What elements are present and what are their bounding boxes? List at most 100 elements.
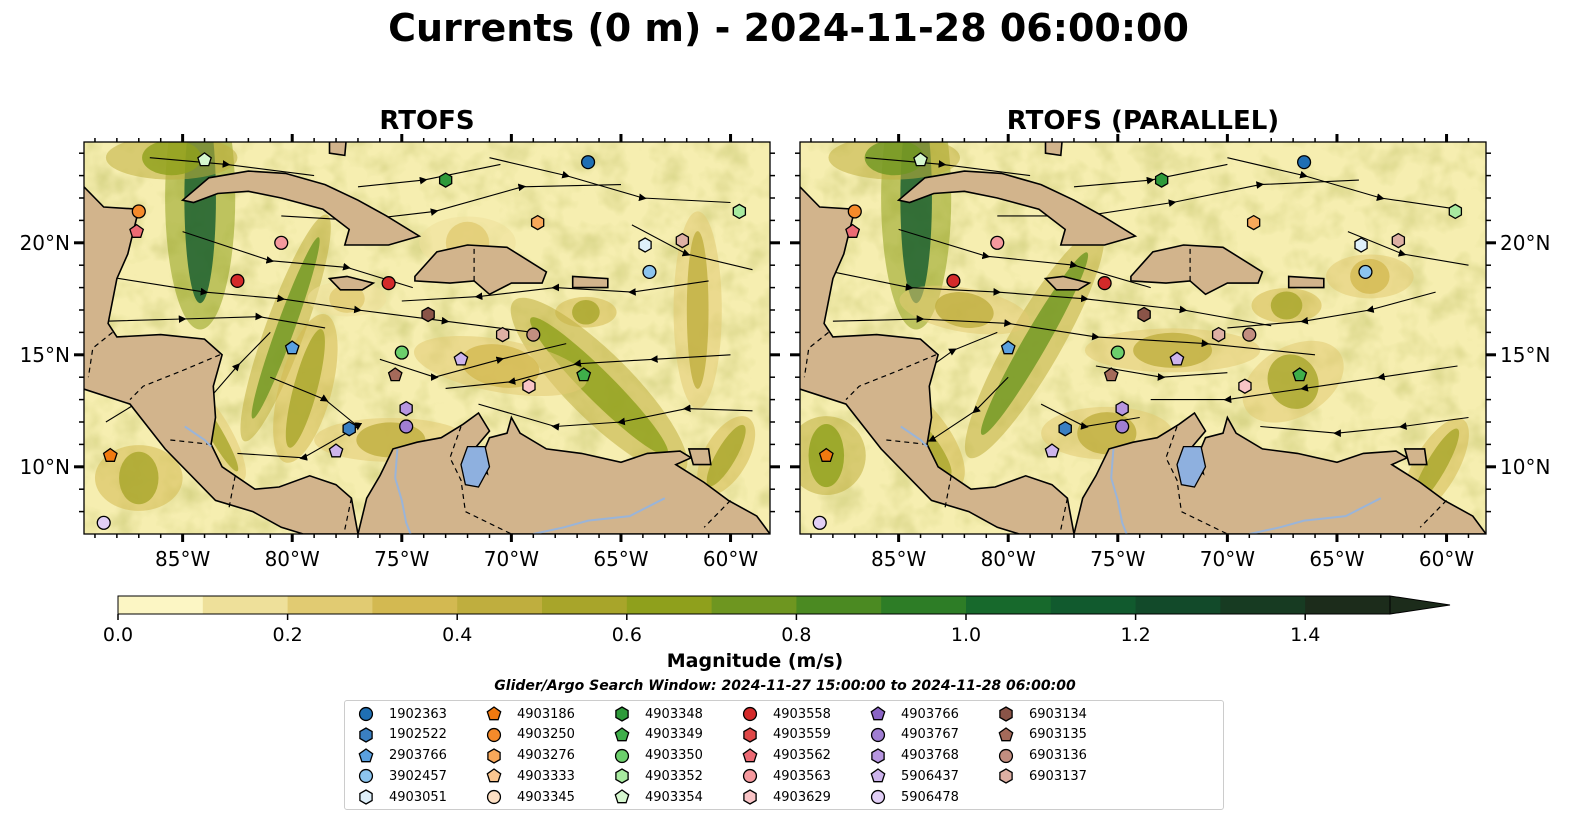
streamline [237,376,363,461]
legend-label: 4903350 [645,748,703,764]
lon-tick-label: 80°W [981,547,1036,571]
map-panel-rtofs[interactable]: 85°W 80°W 75°W 70°W 65°W 60°W 20°N 15°N 10°N [20,66,780,571]
land-puertorico [571,275,609,289]
streamline [105,312,326,329]
legend-swatch [486,790,502,805]
country-border [228,475,236,510]
float-marker-1902522 [1058,420,1072,437]
legend-swatch [614,789,630,804]
current-core [686,231,709,389]
colorbar-segment [202,596,289,614]
legend-label: 3902457 [389,768,447,784]
colorbar-frame [117,595,1390,615]
legend-item: 6903137 [997,766,1087,786]
legend-swatch [743,727,757,743]
legend-item: 4903349 [613,725,703,745]
colorbar-segment [1220,596,1306,614]
lat-tick-label: 10°N [20,455,70,479]
pentagon-marker-icon [358,747,374,762]
float-marker-5906437 [1044,443,1060,458]
legend-swatch [487,747,501,764]
land-jamaica [327,275,376,291]
streamline [1073,163,1228,188]
circle-marker-icon [998,748,1014,763]
current-core [119,451,159,505]
colorbar-tick-label: 0.8 [781,624,812,646]
float-marker-4903629 [522,378,536,394]
lake-maracaibo [1176,445,1207,488]
legend-item: 4903348 [613,704,703,724]
colorbar-tick-label: 0.0 [102,624,134,646]
legend-swatch [614,726,630,742]
streamline [821,269,1272,327]
circle-marker-icon [742,769,758,784]
legend-item: 4903276 [485,746,575,766]
float-marker-4903348 [438,172,453,188]
float-marker-4903349 [1292,367,1308,382]
legend-swatch [870,768,886,783]
colorbar-segment [711,596,797,614]
float-marker-4903276 [530,214,545,231]
current-core [706,424,746,487]
float-marker-4903352 [1448,203,1463,220]
legend-item: 4903767 [869,725,959,745]
colorbar-segment [626,596,713,614]
lat-tick-label: 20°N [20,231,70,255]
float-marker-5906478 [96,515,111,530]
float-marker-6903137 [1211,326,1226,343]
float-marker-3902457 [642,264,657,280]
float-marker-4903562 [845,223,861,238]
legend-swatch [742,769,758,784]
float-marker-5906437 [453,351,469,366]
legend-item: 5906478 [869,787,959,807]
country-border [845,354,937,401]
map-panel-rtofs-parallel[interactable]: 85°W 80°W 75°W 70°W 65°W 60°W 20°N 15°N 10°N [787,66,1551,571]
current-core [572,299,600,325]
streamline [489,157,731,204]
legend-swatch [871,747,885,764]
legend-swatch [486,706,502,721]
lon-tick-label: 70°W [484,547,539,571]
colorbar-segment [966,596,1052,614]
legend-item: 4903350 [613,746,703,766]
lat-tick-label: 15°N [1500,343,1550,367]
circle-marker-icon [358,706,374,722]
legend-label: 4903186 [517,706,575,722]
land-trinidad [1403,448,1428,466]
land-hispaniola [1130,244,1264,296]
legend-label: 5906437 [901,768,959,784]
colorbar-segment [1305,596,1391,614]
legend-swatch [359,727,373,743]
hexagon-marker-icon [615,706,629,722]
legend-swatch [486,727,502,742]
legend-item: 6903135 [997,725,1087,745]
lon-tick-label: 65°W [593,547,648,571]
float-legend: 1902363 1902522 2903766 3902457 4903051 49031… [344,700,1224,810]
legend-label: 4903559 [773,727,831,743]
float-marker-4903051 [1354,237,1368,253]
legend-label: 1902522 [389,727,447,743]
land-puertorico [1287,275,1325,289]
float-marker-4903768 [399,400,413,417]
current-core [142,142,202,176]
legend-item: 4903563 [741,766,831,786]
circle-marker-icon [486,727,502,742]
hexagon-marker-icon [743,789,757,805]
land-andros [1044,142,1063,157]
figure-title: Currents (0 m) - 2024-11-28 06:00:00 [388,6,1189,50]
country-border [1165,426,1228,534]
legend-item: 4903558 [741,704,831,724]
land-centralam [84,185,359,534]
river [184,425,212,448]
legend-label: 6903137 [1029,768,1087,784]
hexagon-marker-icon [999,768,1013,785]
legend-swatch [742,706,758,722]
legend-swatch [998,748,1014,763]
land-hispaniola [414,244,548,296]
float-marker-4903186 [102,447,118,462]
country-border [1419,499,1447,528]
search-window-caption: Glider/Argo Search Window: 2024-11-27 15… [494,678,1076,694]
legend-swatch [615,768,629,785]
circle-marker-icon [870,790,886,805]
legend-item: 5906437 [869,766,959,786]
